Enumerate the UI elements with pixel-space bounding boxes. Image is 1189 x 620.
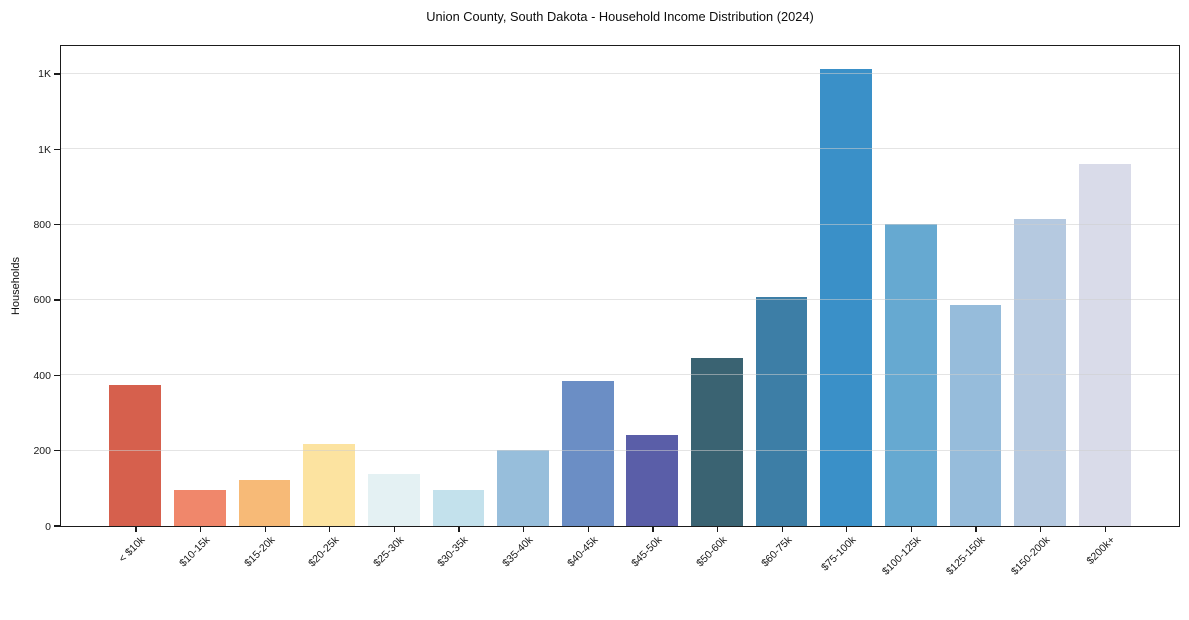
x-tick <box>393 526 396 532</box>
bar-slot <box>555 46 620 526</box>
x-tick <box>329 526 331 532</box>
y-tick <box>54 73 60 75</box>
bar-slot <box>362 46 427 526</box>
x-tick <box>199 526 202 532</box>
bar-slot <box>103 46 168 526</box>
bar-slot <box>879 46 944 526</box>
bar-slot <box>491 46 556 526</box>
x-tick <box>716 526 719 532</box>
bar-$35-40k <box>497 449 549 526</box>
bar-$10-15k <box>174 490 226 526</box>
bar-$45-50k <box>626 434 679 526</box>
bar-slot <box>1072 46 1137 526</box>
bars <box>61 46 1179 526</box>
bar-$125-150k <box>949 304 1002 526</box>
y-tick <box>54 223 60 226</box>
x-tick <box>264 526 266 532</box>
x-tick <box>458 526 460 532</box>
y-tick <box>54 374 60 376</box>
bar-slot <box>685 46 750 526</box>
bar-< $10k <box>109 385 162 526</box>
y-tick-label: 0 <box>45 520 51 533</box>
x-tick <box>975 526 977 532</box>
bar-slot <box>943 46 1008 526</box>
bar-$25-30k <box>367 474 420 526</box>
y-tick-label: 800 <box>33 219 51 232</box>
x-tick <box>652 526 654 532</box>
bar-$30-35k <box>432 489 485 526</box>
y-tick <box>54 299 60 301</box>
bar-$100-125k <box>884 224 937 526</box>
bar-slot <box>168 46 233 526</box>
y-tick <box>54 450 60 452</box>
x-tick <box>1040 526 1042 532</box>
y-tick <box>54 525 60 527</box>
bar-slot <box>426 46 491 526</box>
y-tick-label: 1K <box>38 143 51 156</box>
x-tick <box>781 526 783 532</box>
y-tick-label: 600 <box>33 294 51 307</box>
bar-$150-200k <box>1014 218 1066 526</box>
y-tick-label: 1K <box>38 68 51 81</box>
bar-$20-25k <box>303 443 356 526</box>
x-tick <box>587 526 589 532</box>
bar-$50-60k <box>691 357 743 526</box>
bar-slot <box>814 46 879 526</box>
plot-area: 0 200 400 600 800 1K 1K < $10k $10-15k $15-20k $20… <box>33 45 1180 578</box>
x-tick <box>1104 526 1106 532</box>
bar-slot <box>1008 46 1073 526</box>
bar-$40-45k <box>561 380 614 526</box>
household-income-chart: { "chart_data": { "type": "bar", "title"… <box>10 9 1180 578</box>
bar-$15-20k <box>238 480 291 526</box>
chart-title: Union County, South Dakota - Household I… <box>426 9 814 24</box>
y-tick-label: 400 <box>33 369 51 382</box>
y-tick-label: 200 <box>33 445 51 458</box>
y-tick <box>54 148 60 150</box>
bar-$200k+ <box>1078 164 1131 526</box>
x-tick <box>846 526 848 532</box>
x-tick <box>523 526 525 532</box>
bar-$60-75k <box>755 297 808 526</box>
bar-$75-100k <box>820 68 873 526</box>
bar-slot <box>232 46 297 526</box>
bar-slot <box>620 46 685 526</box>
x-tick <box>910 526 913 532</box>
bar-slot <box>749 46 814 526</box>
x-tick <box>135 526 137 532</box>
bar-slot <box>297 46 362 526</box>
